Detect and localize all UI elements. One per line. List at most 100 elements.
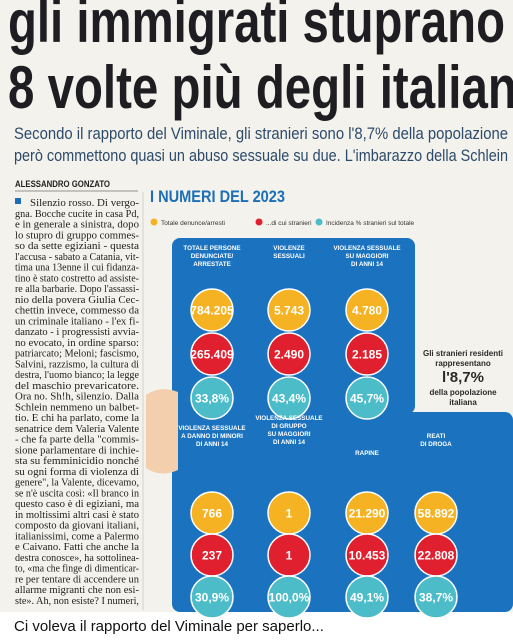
column-header: VIOLENZA SESSUALE [178,425,245,432]
article-line: nio della povera Giulia Cec- [15,295,139,306]
value-foreigners: 265.409 [190,348,234,362]
article-line: patriarcato; Meloni; fascismo, [15,349,139,360]
column-header: DI GRUPPO [271,423,306,430]
article-line: genere", la Valente, dicevamo, [15,478,139,489]
column-header: VIOLENZA SESSUALE [255,415,322,422]
legend-label: Totale denunce/arresti [161,220,225,227]
value-foreigners: 10.453 [349,549,386,563]
column-header: SU MAGGIORI [345,253,388,260]
value-total: 4.780 [352,304,382,318]
column-header: DI DROGA [420,441,452,448]
infographic-title: I NUMERI DEL 2023 [150,187,285,206]
value-total: 1 [286,507,293,521]
article-line: tio. E chi ha parlato, come la [15,413,140,424]
article-line: un criminale italiano - l'ex fi- [15,316,139,327]
column-header: A DANNO DI MINORI [181,433,243,440]
value-share: 100,0% [269,591,310,605]
value-circle [345,376,389,420]
value-foreigners: 22.808 [418,549,455,563]
note-line: della popolazione [429,388,497,397]
article-line: questo caso è di egiziani, ma [15,499,140,510]
value-total: 766 [202,507,222,521]
column-header: REATI [427,433,446,440]
value-circle [267,332,311,376]
legend-label: ...di cui stranieri [266,220,312,227]
value-total: 784.205 [190,304,234,318]
note-line: rappresentano [435,359,491,368]
article-line: re alla barbarie. Dopo l'assassi- [15,284,139,295]
article-line: to, «ma che finge di dimenticar- [15,564,139,575]
article-line: tino è stato costretto ad assiste- [15,273,139,284]
column-header: VIOLENZE [273,245,305,252]
article-line: re per tentare di accendere un [15,574,139,585]
article-line: so da sette egiziani - questa [15,241,140,252]
value-circle [345,575,389,619]
value-circle [190,288,234,332]
column-header: TOTALE PERSONE [183,245,240,252]
article-line: destra, l'uomo bianco; la legge [15,370,140,381]
value-circle [190,332,234,376]
column-header: ARRESTATE [193,261,231,268]
article-line: in moltissimi altri casi è stato [15,510,139,521]
article-line: sta su femminicidio nonché [15,456,140,467]
legend-label: Incidenza % stranieri sul totale [326,220,415,227]
note-line: l'8,7% [442,369,484,386]
note-line: Gli stranieri residenti [423,349,503,358]
column-header: SESSUALI [273,253,305,260]
legend-swatch [255,218,263,226]
value-circle [267,376,311,420]
value-circle [345,288,389,332]
article-line: se n'è uscita così: «Il branco in [15,488,139,499]
article-line: danzato - i progressisti avvia- [15,327,139,338]
article-line: Salvini, razzismo, la cultura di [15,359,139,370]
legend-swatch [315,218,323,226]
column-header: DI ANNI 14 [273,439,305,446]
value-circle [190,376,234,420]
headline: 8 volte più degli italiani [8,54,513,121]
article-line: italianissimi, come a Palermo [15,531,139,542]
article-line: chettin invece, commesso da [15,306,140,317]
article-line: sione parlamentare di inchie- [15,445,139,456]
value-share: 33,8% [195,392,229,406]
subtitle: Secondo il rapporto del Viminale, gli st… [14,124,508,143]
legend-swatch [150,218,158,226]
article-line: composto da giovani italiani, [15,521,139,532]
article-line: allarme migranti che non esi- [15,585,139,596]
article-line: del maschio prevaricatore. [15,381,139,392]
caption: Ci voleva il rapporto del Viminale per s… [14,618,324,635]
article-line: gna. Bocche cucite in casa Pd, [15,209,139,220]
value-share: 30,9% [195,591,229,605]
value-total: 58.892 [418,507,455,521]
article-line: no evocato, in ordine sparso: [15,338,139,349]
article-line: e Caivano. Fatti che anche la [15,542,140,553]
lead-square [15,198,21,204]
note-line: italiana [449,398,477,407]
article-line: su ogni forma di violenza di [15,467,139,478]
value-circle [267,575,311,619]
article-line: e in generale a sinistra, dopo [15,220,139,231]
value-total: 5.743 [274,304,304,318]
article-line: ste». Ah, non esiste? I numeri, [15,596,139,607]
value-foreigners: 237 [202,549,222,563]
value-total: 21.290 [349,507,386,521]
column-header: DENUNCIATE/ [191,253,234,260]
value-circle [267,288,311,332]
value-share: 43,4% [272,392,306,406]
byline: ALESSANDRO GONZATO [15,179,110,189]
hand-illustration [146,389,178,474]
value-share: 49,1% [350,591,384,605]
value-foreigners: 2.490 [274,348,304,362]
article-line: Schlein nemmeno un balbet- [15,402,139,413]
article-line: tima una 13enne il cui fidanza- [15,263,139,274]
value-share: 38,7% [419,591,453,605]
subtitle: però commettono quasi un abuso sessuale … [14,146,508,165]
column-header: VIOLENZA SESSUALE [333,245,400,252]
article-line: destra conosce», ha sottolinea- [15,553,139,564]
value-circle [414,575,458,619]
article-line: l'accusa - sabato a Catania, vit- [15,252,139,263]
column-header: DI ANNI 14 [351,261,383,268]
column-header: SU MAGGIORI [267,431,310,438]
value-foreigners: 1 [286,549,293,563]
article-line: senatrice dem Valeria Valente [15,424,140,435]
